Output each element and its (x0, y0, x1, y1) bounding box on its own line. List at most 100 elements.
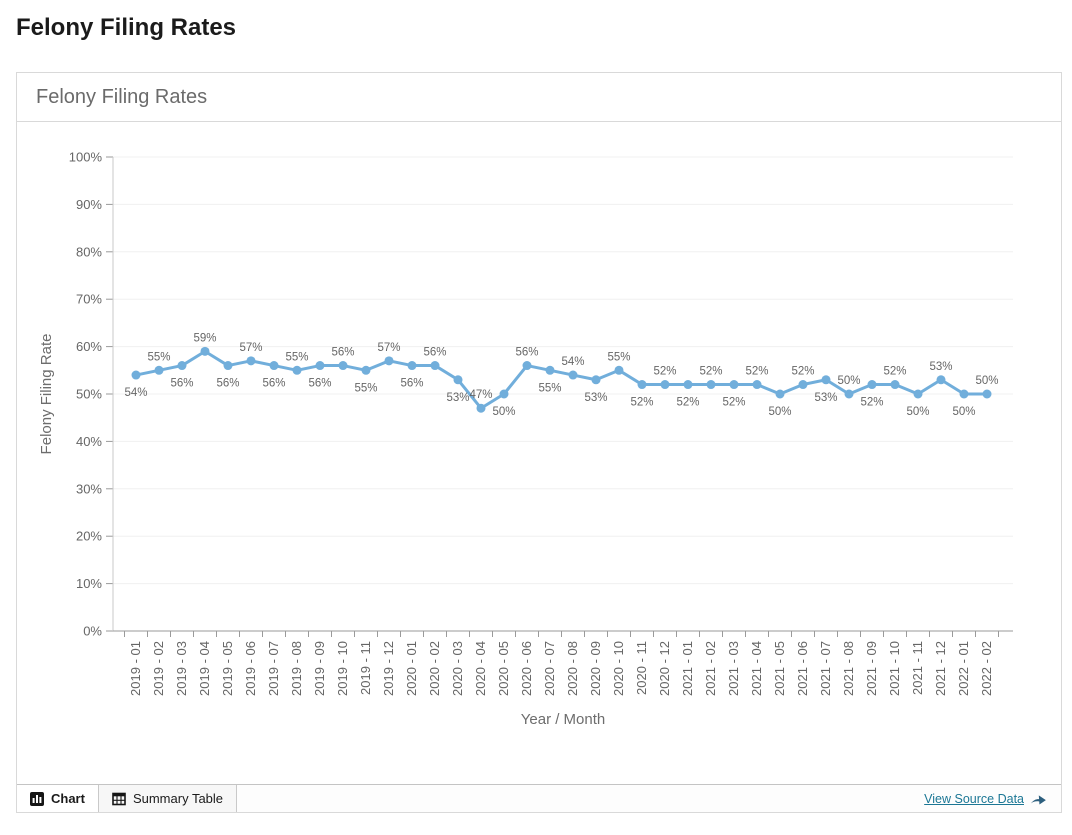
data-point-label: 56% (216, 378, 239, 390)
data-point[interactable] (522, 361, 532, 371)
y-tick-label: 100% (69, 150, 103, 165)
data-point[interactable] (637, 380, 647, 390)
x-tick-label: 2021 - 09 (864, 641, 879, 696)
data-point[interactable] (591, 375, 601, 385)
x-tick-label: 2019 - 10 (335, 641, 350, 696)
data-point[interactable] (361, 365, 371, 375)
data-point[interactable] (246, 356, 256, 366)
bar-chart-icon (30, 791, 44, 806)
data-point[interactable] (913, 389, 923, 399)
data-point[interactable] (223, 361, 233, 371)
x-tick-label: 2021 - 01 (680, 641, 695, 696)
data-point[interactable] (775, 389, 785, 399)
data-point[interactable] (545, 365, 555, 375)
data-point-label: 55% (354, 382, 377, 394)
x-tick-label: 2019 - 04 (197, 641, 212, 696)
x-tick-label: 2022 - 01 (956, 641, 971, 696)
x-tick-label: 2020 - 07 (542, 641, 557, 696)
data-point-label: 53% (446, 392, 469, 404)
data-point-label: 50% (952, 406, 975, 418)
data-point[interactable] (292, 365, 302, 375)
data-point-label: 56% (331, 347, 354, 359)
x-tick-label: 2020 - 09 (588, 641, 603, 696)
data-point[interactable] (614, 365, 624, 375)
arrow-right-icon (1030, 793, 1047, 805)
data-point[interactable] (936, 375, 946, 385)
data-point-label: 54% (561, 356, 584, 368)
data-point[interactable] (338, 361, 348, 371)
y-tick-label: 0% (83, 624, 102, 639)
data-point[interactable] (430, 361, 440, 371)
data-point-label: 52% (676, 397, 699, 409)
data-point-label: 50% (975, 375, 998, 387)
data-point-label: 52% (722, 397, 745, 409)
data-point-label: 52% (883, 366, 906, 378)
data-point-label: 56% (308, 378, 331, 390)
data-point-label: 50% (906, 406, 929, 418)
data-point[interactable] (844, 389, 854, 399)
tab-summary-table[interactable]: Summary Table (98, 785, 238, 812)
view-tabs: Chart Summary Table (17, 785, 238, 812)
x-tick-label: 2020 - 02 (427, 641, 442, 696)
x-tick-label: 2020 - 05 (496, 641, 511, 696)
x-tick-label: 2019 - 03 (174, 641, 189, 696)
x-tick-label: 2021 - 06 (795, 641, 810, 696)
data-point[interactable] (798, 380, 808, 390)
data-point[interactable] (706, 380, 716, 390)
data-point[interactable] (752, 380, 762, 390)
data-point[interactable] (384, 356, 394, 366)
y-tick-label: 30% (76, 481, 102, 496)
data-point-label: 55% (285, 351, 308, 363)
data-point[interactable] (959, 389, 969, 399)
x-tick-label: 2019 - 01 (128, 641, 143, 696)
data-point-label: 53% (584, 392, 607, 404)
data-point[interactable] (476, 403, 486, 413)
data-point[interactable] (568, 370, 578, 380)
data-point[interactable] (200, 346, 210, 356)
x-tick-label: 2020 - 12 (657, 641, 672, 696)
data-point[interactable] (729, 380, 739, 390)
data-point-label: 52% (699, 366, 722, 378)
data-point-label: 52% (791, 366, 814, 378)
data-point[interactable] (683, 380, 693, 390)
felony-filing-rates-chart: 0% 10% 20% 30% 40% 50% 60% 70% 80% 90% 100% 2019 - … (38, 150, 1013, 728)
data-point[interactable] (177, 361, 187, 371)
y-tick-label: 90% (76, 197, 102, 212)
data-point-label: 52% (745, 366, 768, 378)
x-tick-label: 2021 - 05 (772, 641, 787, 696)
data-point[interactable] (821, 375, 831, 385)
x-tick-label: 2022 - 02 (979, 641, 994, 696)
x-tick-label: 2021 - 04 (749, 641, 764, 696)
data-point[interactable] (453, 375, 463, 385)
x-tick-label: 2019 - 07 (266, 641, 281, 696)
x-tick-label: 2020 - 11 (634, 641, 649, 695)
y-tick-label: 80% (76, 244, 102, 259)
data-point-label: 57% (239, 342, 262, 354)
data-point-label: 52% (860, 397, 883, 409)
data-point[interactable] (982, 389, 992, 399)
data-point[interactable] (890, 380, 900, 390)
view-source-data-link[interactable]: View Source Data (924, 785, 1047, 812)
x-tick-label: 2021 - 10 (887, 641, 902, 696)
x-tick-label: 2021 - 07 (818, 641, 833, 696)
data-point[interactable] (407, 361, 417, 371)
data-point[interactable] (499, 389, 509, 399)
data-point-label: 56% (515, 347, 538, 359)
tab-chart[interactable]: Chart (17, 785, 99, 812)
data-point[interactable] (867, 380, 877, 390)
data-point[interactable] (315, 361, 325, 371)
table-icon (112, 792, 126, 806)
x-tick-label: 2020 - 03 (450, 641, 465, 696)
y-tick-label: 20% (76, 529, 102, 544)
data-point-label: 47% (469, 389, 492, 401)
tab-summary-table-label: Summary Table (132, 791, 224, 806)
data-point[interactable] (131, 370, 141, 380)
data-point[interactable] (154, 365, 164, 375)
data-point[interactable] (269, 361, 279, 371)
data-point[interactable] (660, 380, 670, 390)
data-point-label: 50% (768, 406, 791, 418)
card-header: Felony Filing Rates (17, 73, 1061, 122)
x-tick-label: 2020 - 06 (519, 641, 534, 696)
x-axis-title: Year / Month (521, 711, 606, 728)
data-point-label: 50% (837, 375, 860, 387)
